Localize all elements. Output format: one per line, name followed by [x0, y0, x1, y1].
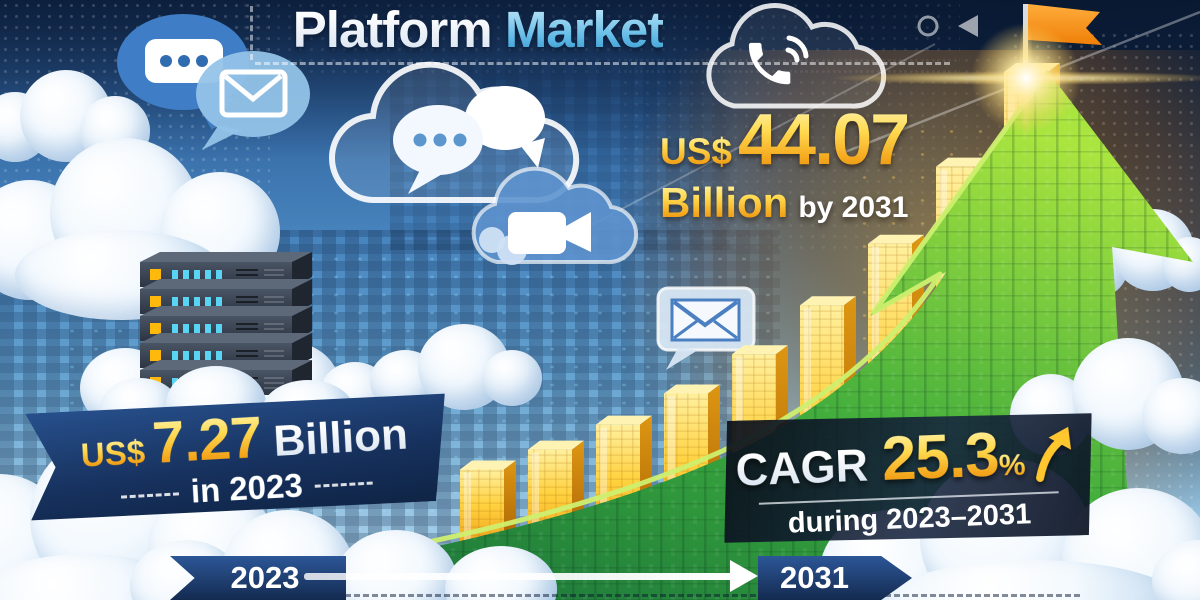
title-word-market: Market — [504, 1, 664, 58]
cloud-phone-icon — [706, 3, 887, 109]
timeline-end-year: 2031 — [780, 560, 849, 595]
timeline-arrow-line — [304, 573, 736, 580]
projection-qualifier: by 2031 — [798, 191, 909, 224]
page-title: Platform Market — [238, 0, 718, 59]
gold-up-arrow-icon — [1028, 424, 1084, 482]
cagr-value: 25.3 — [880, 420, 1000, 494]
cagr-label: CAGR — [734, 439, 869, 496]
flag-and-flare — [831, 4, 1200, 140]
title-word-platform: Platform — [292, 1, 493, 58]
cloud-chat-icon — [329, 61, 580, 204]
projection-unit: Billion — [660, 179, 789, 226]
cloud-video-icon — [471, 166, 639, 265]
baseline-currency: US$ — [79, 432, 147, 474]
baseline-qualifier: in 2023 — [189, 465, 304, 510]
dash-decor — [121, 493, 179, 499]
timeline-start-year: 2023 — [230, 560, 300, 595]
triangle-decor — [958, 15, 978, 37]
projection-value: 44.07 — [737, 100, 910, 180]
projection-value-block: US$ 44.07 Billion by 2031 — [660, 104, 970, 224]
cagr-panel: CAGR 25.3 % during 2023–2031 — [720, 407, 1097, 549]
dash-decor — [315, 482, 373, 488]
timeline-start-banner: 2023 — [170, 556, 346, 600]
dashed-line — [255, 62, 950, 65]
dashed-line — [300, 594, 1080, 597]
cagr-percent-sign: % — [998, 447, 1027, 482]
cagr-period: during 2023–2031 — [787, 497, 1032, 540]
timeline-end-banner: 2031 — [758, 556, 912, 600]
baseline-value: 7.27 — [150, 404, 264, 476]
dashed-line — [250, 6, 253, 60]
projection-currency: US$ — [660, 131, 732, 172]
circle-decor — [917, 15, 939, 37]
timeline-arrowhead-icon — [730, 560, 758, 592]
email-bubble-icon — [196, 51, 310, 150]
baseline-unit: Billion — [272, 409, 410, 466]
message-envelope-bubble-icon — [656, 286, 756, 370]
